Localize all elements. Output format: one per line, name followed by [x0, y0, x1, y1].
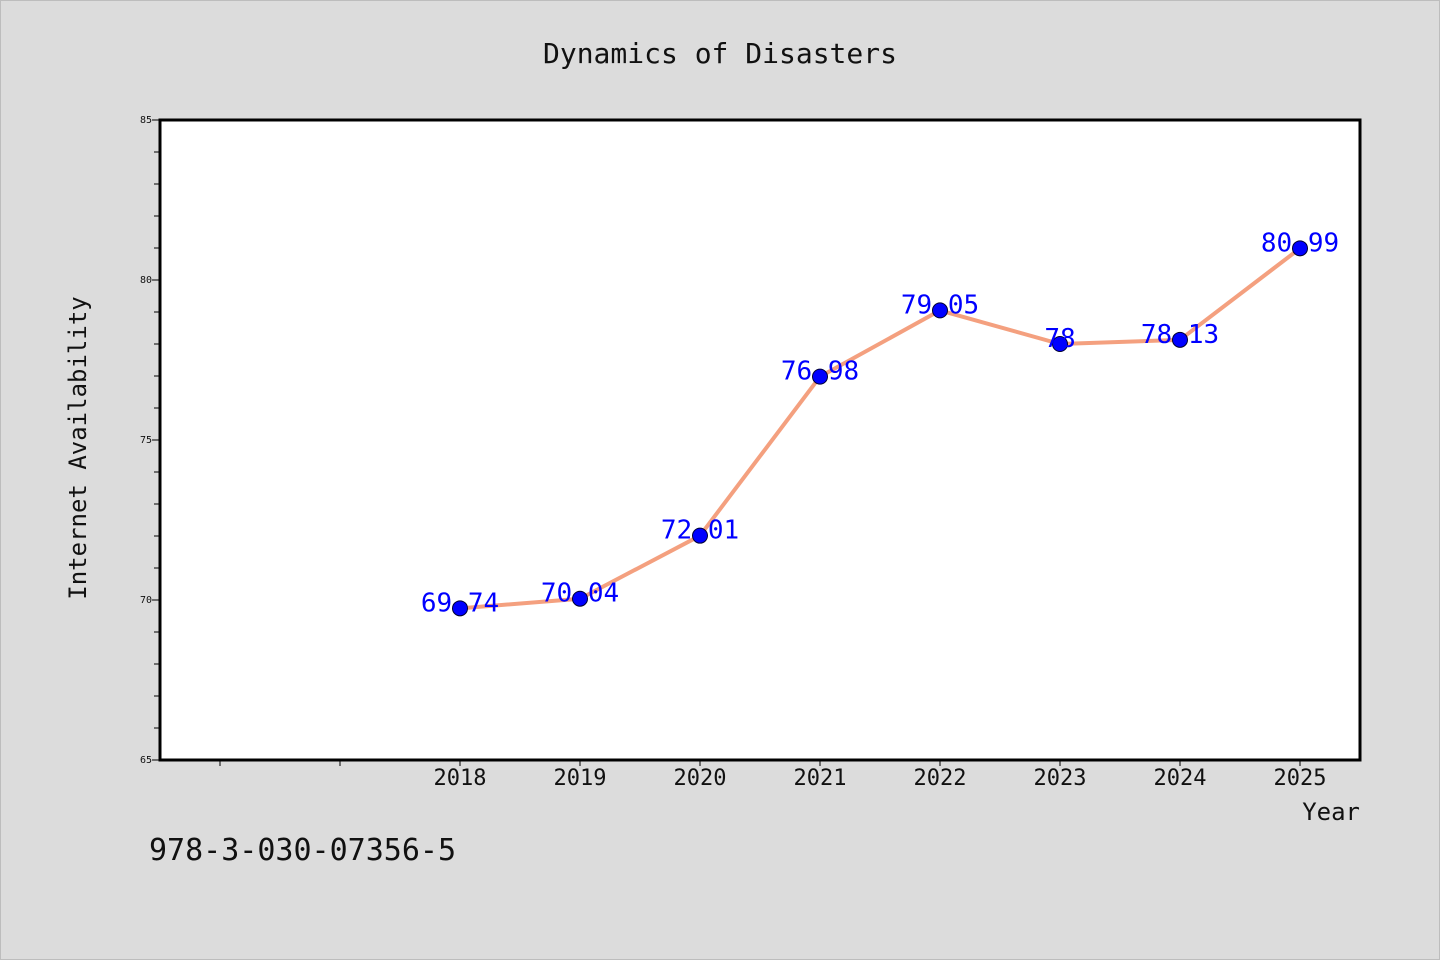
data-label: 80.99	[1261, 228, 1339, 258]
x-tick-label: 2025	[1274, 766, 1327, 791]
y-axis-label: Internet Availability	[64, 296, 92, 599]
data-point	[1052, 336, 1068, 352]
y-axis-ticks: 65 70 75 80 85	[140, 115, 160, 766]
x-tick-label: 2020	[674, 766, 727, 791]
data-point	[1292, 240, 1308, 257]
x-tick-label: 2023	[1034, 766, 1087, 791]
data-label: 79.05	[901, 290, 979, 320]
x-axis-ticks: 2018 2019 2020 2021 2022 2023 2024 2025	[219, 760, 1327, 791]
x-tick-label: 2018	[434, 766, 487, 791]
plot-frame	[158, 118, 1362, 762]
plot-area	[160, 120, 1360, 760]
data-point	[572, 590, 588, 607]
y-tick-label: 80	[140, 275, 152, 286]
data-point	[1172, 331, 1188, 348]
data-labels: 69.74 70.04 72.01 76.98 79.05 78 78.13 80.99	[421, 228, 1339, 618]
data-markers	[452, 240, 1308, 617]
y-tick-label: 75	[140, 435, 152, 446]
data-point	[452, 600, 468, 617]
data-point	[692, 527, 708, 544]
series-line	[458, 246, 1302, 611]
y-tick-label: 65	[140, 755, 152, 766]
chart-title: Dynamics of Disasters	[543, 37, 897, 70]
series-line-group	[458, 246, 1302, 611]
data-label: 69.74	[421, 588, 499, 618]
x-axis-label: Year	[1302, 798, 1360, 826]
data-label: 70.04	[541, 579, 619, 609]
isbn-caption: 978-3-030-07356-5	[149, 833, 457, 868]
data-label: 72.01	[661, 516, 739, 546]
y-tick-label: 70	[140, 595, 152, 606]
data-point	[812, 368, 828, 385]
data-label: 78.13	[1141, 320, 1219, 350]
data-label: 78	[1044, 324, 1075, 354]
y-tick-label: 85	[140, 115, 152, 126]
data-label: 76.98	[781, 357, 859, 387]
data-point	[932, 302, 948, 319]
x-tick-label: 2022	[914, 766, 967, 791]
x-tick-label: 2019	[554, 766, 607, 791]
x-tick-label: 2021	[794, 766, 847, 791]
x-tick-label: 2024	[1154, 766, 1207, 791]
